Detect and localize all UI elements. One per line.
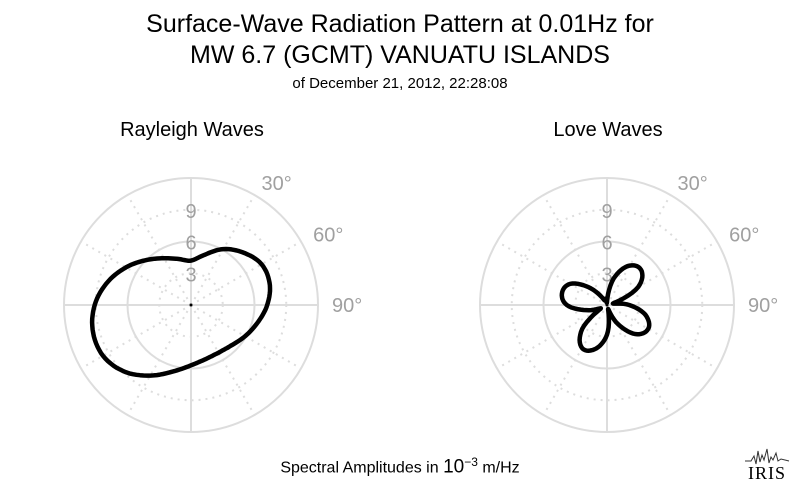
footer-units: Spectral Amplitudes in 10−3 m/Hz [0, 455, 800, 478]
love-angle-label-60: 60° [729, 225, 759, 247]
footer-unit: m/Hz [477, 459, 520, 477]
rayleigh-origin-point [189, 303, 193, 307]
love-angle-label-30: 30° [678, 173, 708, 195]
love-r-tick-label-9: 9 [601, 201, 612, 223]
rayleigh-ring-12 [63, 177, 319, 433]
love-pattern-line [559, 263, 652, 353]
rayleigh-panel-title: Rayleigh Waves [120, 119, 264, 141]
chart-title-line-1: Surface-Wave Radiation Pattern at 0.01Hz… [146, 10, 654, 38]
footer-base: 10 [443, 456, 465, 478]
chart-title-date: of December 21, 2012, 22:28:08 [292, 75, 508, 92]
love-angle-label-90: 90° [748, 295, 778, 317]
rayleigh-r-tick-label-9: 9 [185, 201, 196, 223]
rayleigh-angle-label-90: 90° [332, 295, 362, 317]
chart-title-line-2: MW 6.7 (GCMT) VANUATU ISLANDS [190, 41, 610, 69]
love-r-tick-label-3: 3 [601, 264, 612, 286]
rayleigh-angle-label-60: 60° [313, 225, 343, 247]
love-ring-12 [479, 177, 735, 433]
rayleigh-r-tick-label-3: 3 [185, 264, 196, 286]
rayleigh-pattern-line [89, 246, 273, 378]
love-panel-title: Love Waves [553, 119, 663, 141]
rayleigh-angle-label-30: 30° [262, 173, 292, 195]
love-ring-9 [510, 208, 704, 402]
rayleigh-ring-9 [94, 208, 288, 402]
love-ring-6 [542, 240, 672, 370]
footer-prefix: Spectral Amplitudes in [280, 459, 444, 477]
rayleigh-ring-6 [126, 240, 256, 370]
love-r-tick-label-6: 6 [601, 233, 612, 255]
footer-exponent: −3 [464, 455, 478, 469]
rayleigh-ring-3 [158, 272, 224, 338]
rayleigh-r-tick-label-6: 6 [185, 233, 196, 255]
iris-logo: IRIS [743, 447, 791, 487]
iris-logo-text: IRIS [747, 463, 786, 483]
